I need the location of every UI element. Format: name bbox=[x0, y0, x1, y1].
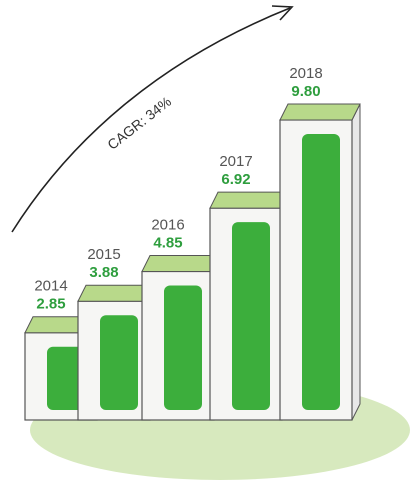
bar-scribble bbox=[100, 315, 138, 410]
year-label: 2018 bbox=[289, 65, 322, 82]
year-label: 2017 bbox=[219, 153, 252, 170]
bar-scribble bbox=[302, 134, 340, 410]
bar-scribble bbox=[164, 286, 202, 410]
chart: CAGR: 34% 20142.85 20153.88 20164.85 20176.… bbox=[0, 0, 416, 496]
cagr-annotation: CAGR: 34% bbox=[104, 93, 174, 153]
value-label: 6.92 bbox=[221, 171, 250, 188]
bar-top bbox=[280, 104, 360, 120]
value-label: 2.85 bbox=[36, 296, 65, 313]
value-label: 3.88 bbox=[89, 264, 118, 281]
value-label: 9.80 bbox=[291, 83, 320, 100]
value-label: 4.85 bbox=[153, 234, 182, 251]
year-label: 2016 bbox=[151, 216, 184, 233]
bar-side bbox=[352, 104, 360, 420]
year-label: 2015 bbox=[87, 246, 120, 263]
bar-scribble bbox=[232, 222, 270, 410]
bar-top bbox=[210, 192, 290, 208]
year-label: 2014 bbox=[34, 278, 67, 295]
